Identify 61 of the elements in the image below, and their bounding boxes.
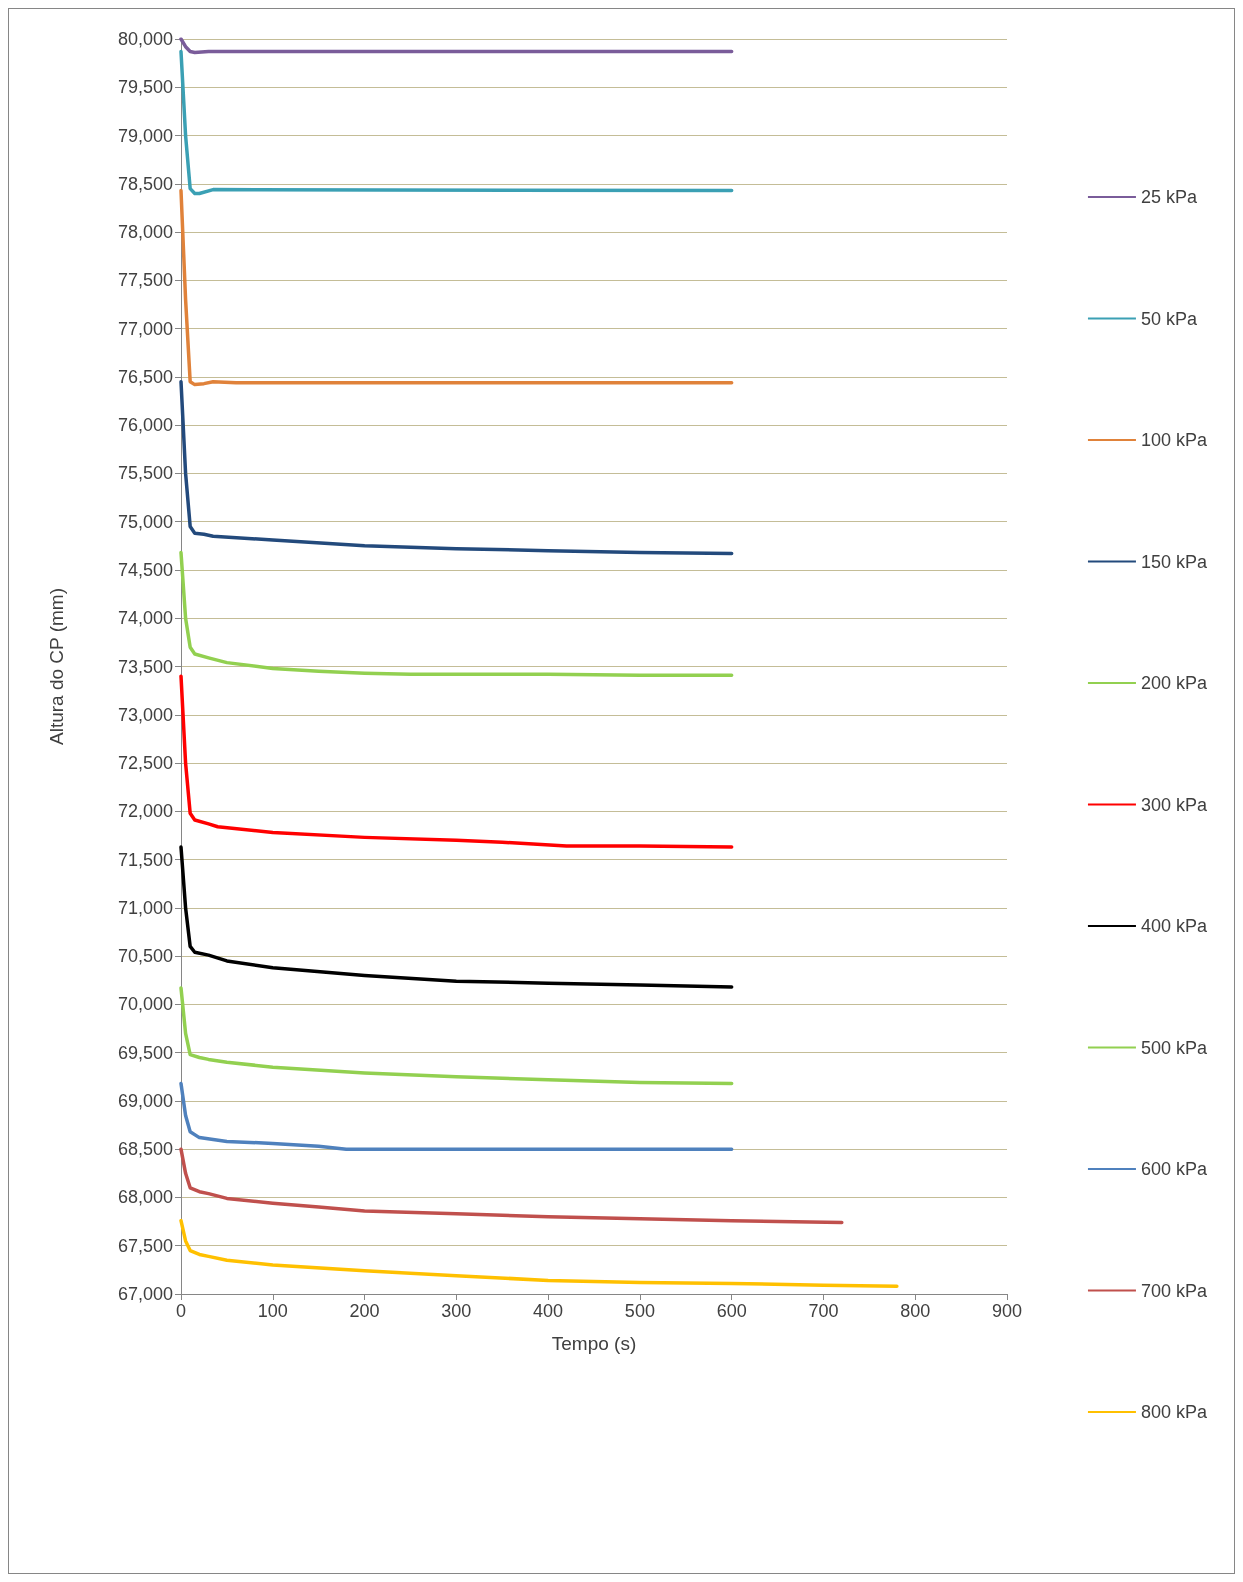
y-tick-label: 74,000 — [117, 608, 173, 629]
y-tick-label: 79,000 — [117, 125, 173, 146]
y-tick-label: 77,500 — [117, 270, 173, 291]
y-tick-label: 71,000 — [117, 897, 173, 918]
y-tick-label: 76,500 — [117, 366, 173, 387]
line-series — [179, 188, 734, 387]
x-tick-label: 600 — [716, 1301, 747, 1321]
x-tick-label: 900 — [991, 1301, 1023, 1321]
line-series — [179, 49, 734, 196]
legend-label: 300 kPa — [1140, 794, 1208, 815]
legend-label: 400 kPa — [1140, 916, 1208, 936]
y-tick-label: 76,000 — [117, 415, 173, 436]
legend-label: 700 kPa — [1140, 1280, 1208, 1301]
y-tick-label: 72,000 — [117, 801, 173, 822]
legend-label: 200 kPa — [1140, 673, 1208, 693]
x-tick-label: 0 — [175, 1301, 187, 1321]
y-tick-label: 69,000 — [117, 1090, 173, 1111]
line-series — [179, 845, 734, 989]
y-axis-title: Altura do CP (mm) — [46, 588, 67, 745]
y-tick-label: 70,500 — [117, 946, 173, 967]
x-tick-label: 400 — [533, 1301, 564, 1321]
y-tick-label: 68,000 — [117, 1187, 173, 1208]
legend-label: 100 kPa — [1140, 430, 1208, 450]
y-tick-label: 74,500 — [117, 559, 173, 580]
line-series — [179, 37, 734, 55]
line-series — [179, 1081, 734, 1151]
x-tick-label: 200 — [349, 1301, 380, 1321]
y-tick-label: 80,000 — [117, 29, 173, 49]
y-tick-label: 70,000 — [117, 994, 173, 1015]
line-series — [179, 674, 734, 849]
line-series — [179, 986, 734, 1086]
legend-label: 800 kPa — [1140, 1402, 1208, 1422]
y-tick-label: 69,500 — [117, 1042, 173, 1063]
line-series — [179, 1218, 899, 1289]
x-tick-label: 700 — [808, 1301, 839, 1321]
legend-label: 600 kPa — [1140, 1159, 1208, 1179]
y-tick-label: 79,500 — [117, 77, 173, 98]
x-tick-label: 800 — [900, 1301, 931, 1321]
line-series — [179, 1147, 844, 1225]
legend-label: 50 kPa — [1140, 308, 1198, 329]
x-tick-label: 300 — [441, 1301, 472, 1321]
x-tick-label: 100 — [257, 1301, 288, 1321]
y-tick-label: 72,500 — [117, 753, 173, 774]
line-series — [179, 550, 734, 677]
y-tick-label: 73,000 — [117, 704, 173, 725]
x-tick-label: 500 — [624, 1301, 655, 1321]
y-tick-label: 68,500 — [117, 1139, 173, 1160]
line-series — [179, 379, 734, 556]
legend-label: 150 kPa — [1140, 551, 1208, 572]
y-tick-label: 75,000 — [117, 511, 173, 532]
legend-label: 25 kPa — [1140, 187, 1198, 207]
x-axis-title: Tempo (s) — [551, 1333, 637, 1354]
legend-label: 500 kPa — [1140, 1037, 1208, 1058]
y-tick-label: 77,000 — [117, 318, 173, 339]
y-tick-label: 73,500 — [117, 656, 173, 677]
y-tick-label: 78,000 — [117, 222, 173, 243]
y-tick-label: 71,500 — [117, 849, 173, 870]
y-tick-label: 78,500 — [117, 173, 173, 194]
y-tick-label: 75,500 — [117, 463, 173, 484]
y-tick-label: 67,500 — [117, 1235, 173, 1256]
y-tick-label: 67,000 — [117, 1284, 173, 1304]
